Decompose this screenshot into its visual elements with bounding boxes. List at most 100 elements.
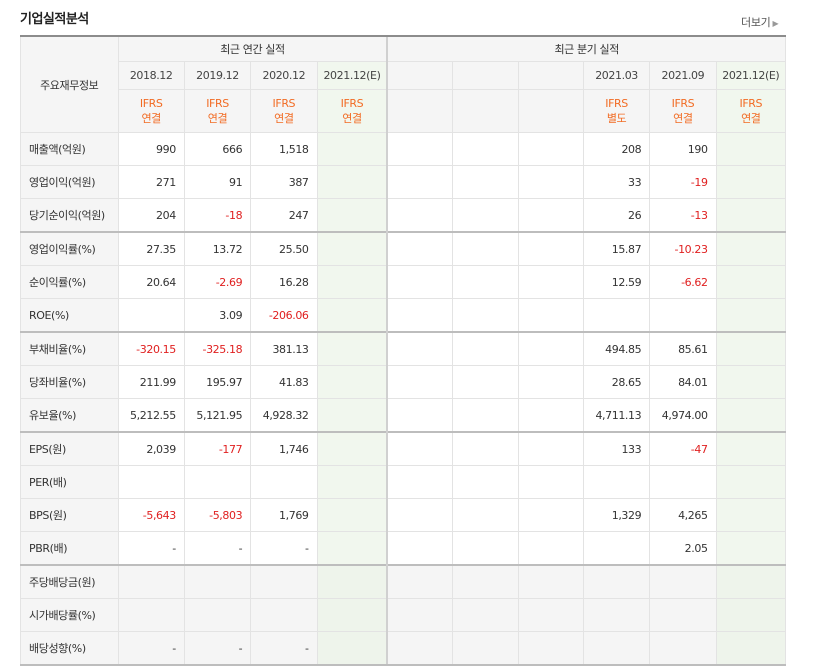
row-label: EPS(원) [20, 431, 119, 466]
consolidation-type: 연결 [274, 112, 294, 125]
value-cell: - [183, 631, 252, 666]
period-label: 2021.03 [582, 61, 651, 90]
value-cell: 4,974.00 [649, 398, 717, 433]
value-cell [517, 598, 584, 632]
row-label: 순이익률(%) [20, 265, 119, 299]
value-cell: -2.69 [183, 265, 252, 299]
value-cell: 1,329 [582, 498, 651, 532]
value-cell: 4,265 [649, 498, 717, 532]
value-cell: 28.65 [582, 365, 651, 399]
row-label: 당기순이익(억원) [20, 198, 119, 233]
value-cell [517, 331, 584, 366]
table-row: 주당배당금(원) [20, 564, 787, 599]
value-cell: 26 [582, 198, 651, 233]
value-cell: -5,803 [183, 498, 252, 532]
value-cell [316, 531, 388, 566]
value-cell: 195.97 [183, 365, 252, 399]
value-cell [386, 598, 454, 632]
value-cell: 1,769 [250, 498, 318, 532]
value-cell [117, 298, 185, 333]
value-cell: -325.18 [183, 331, 252, 366]
value-cell [386, 165, 454, 199]
value-cell [517, 531, 584, 566]
consolidation-type: 연결 [141, 112, 161, 125]
consolidation-type: 연결 [673, 112, 693, 125]
value-cell [316, 398, 388, 433]
financial-table: 주요재무정보 최근 연간 실적 최근 분기 실적 2018.12 2019.12 2020… [20, 35, 787, 666]
value-cell [316, 631, 388, 666]
value-cell: 387 [250, 165, 318, 199]
value-cell [316, 431, 388, 466]
period-label: 2021.09 [649, 61, 717, 90]
value-cell [452, 598, 519, 632]
value-cell [715, 265, 787, 299]
accounting-standard: IFRS 연결 [117, 89, 185, 133]
value-cell [649, 598, 717, 632]
value-cell [452, 265, 519, 299]
value-cell [715, 132, 787, 166]
more-link[interactable]: 더보기 ▶ [741, 14, 779, 30]
value-cell: 27.35 [117, 231, 185, 266]
value-cell [316, 598, 388, 632]
table-row: 영업이익률(%) 27.35 13.72 25.50 15.87 -10.23 [20, 231, 787, 266]
value-cell [386, 531, 454, 566]
value-cell: 12.59 [582, 265, 651, 299]
accounting-standard [386, 89, 454, 133]
row-label: ROE(%) [20, 298, 119, 333]
consolidation-type: 연결 [207, 112, 228, 125]
annual-group-header: 최근 연간 실적 [117, 35, 388, 62]
quarter-group-header: 최근 분기 실적 [386, 35, 787, 62]
value-cell [452, 331, 519, 366]
value-cell [316, 298, 388, 333]
table-row: 영업이익(억원) 271 91 387 33 -19 [20, 165, 787, 199]
value-cell [452, 365, 519, 399]
value-cell [452, 231, 519, 266]
value-cell [386, 132, 454, 166]
value-cell: -47 [649, 431, 717, 466]
accounting-standard: IFRS 별도 [582, 89, 651, 133]
value-cell [715, 365, 787, 399]
corner-label: 주요재무정보 [20, 35, 119, 133]
value-cell [316, 331, 388, 366]
value-cell: 208 [582, 132, 651, 166]
standard-type: IFRS [340, 97, 364, 110]
period-label [386, 61, 454, 90]
period-label: 2019.12 [183, 61, 252, 90]
accounting-standard: IFRS 연결 [183, 89, 252, 133]
value-cell: 4,711.13 [582, 398, 651, 433]
value-cell [582, 631, 651, 666]
value-cell [452, 132, 519, 166]
value-cell: 16.28 [250, 265, 318, 299]
value-cell: -10.23 [649, 231, 717, 266]
value-cell [715, 198, 787, 233]
value-cell [386, 465, 454, 499]
value-cell [386, 331, 454, 366]
value-cell [452, 398, 519, 433]
table-row: PER(배) [20, 465, 787, 499]
table-row: 매출액(억원) 990 666 1,518 208 190 [20, 132, 787, 166]
value-cell [517, 265, 584, 299]
table-row: BPS(원) -5,643 -5,803 1,769 1,329 4,265 [20, 498, 787, 532]
value-cell: 25.50 [250, 231, 318, 266]
value-cell: 20.64 [117, 265, 185, 299]
value-cell: 84.01 [649, 365, 717, 399]
value-cell [517, 431, 584, 466]
value-cell: - [117, 531, 185, 566]
value-cell: 1,518 [250, 132, 318, 166]
value-cell [517, 165, 584, 199]
value-cell [517, 132, 584, 166]
value-cell [183, 564, 252, 599]
value-cell [386, 198, 454, 233]
value-cell [316, 231, 388, 266]
consolidation-type: 별도 [606, 112, 627, 125]
value-cell [452, 165, 519, 199]
value-cell: 190 [649, 132, 717, 166]
value-cell [517, 465, 584, 499]
value-cell [316, 198, 388, 233]
row-label: 영업이익(억원) [20, 165, 119, 199]
value-cell [183, 598, 252, 632]
value-cell [715, 398, 787, 433]
value-cell: -5,643 [117, 498, 185, 532]
accounting-standard: IFRS 연결 [250, 89, 318, 133]
value-cell: 247 [250, 198, 318, 233]
